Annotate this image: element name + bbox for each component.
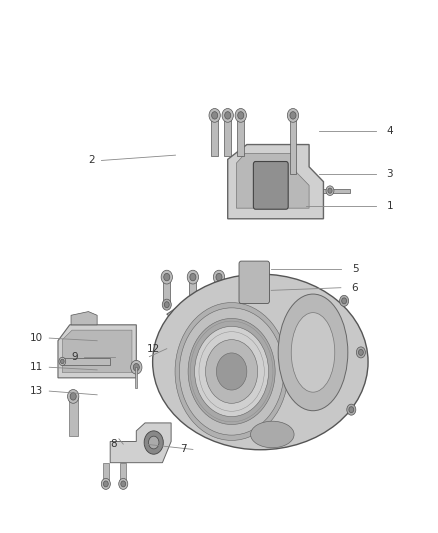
Circle shape: [162, 299, 171, 310]
Polygon shape: [135, 367, 137, 389]
FancyBboxPatch shape: [253, 161, 288, 209]
Polygon shape: [71, 312, 97, 325]
Circle shape: [213, 270, 225, 284]
Circle shape: [328, 188, 332, 193]
FancyBboxPatch shape: [239, 261, 269, 303]
Polygon shape: [189, 277, 196, 304]
Circle shape: [185, 306, 196, 319]
Circle shape: [148, 436, 159, 449]
Polygon shape: [167, 298, 262, 330]
Circle shape: [216, 353, 247, 390]
Circle shape: [103, 481, 108, 487]
Circle shape: [70, 393, 76, 400]
Circle shape: [209, 306, 220, 319]
Polygon shape: [228, 144, 323, 219]
Text: 5: 5: [352, 264, 358, 274]
Text: 12: 12: [147, 344, 160, 354]
Circle shape: [347, 404, 356, 415]
Circle shape: [180, 308, 284, 435]
Circle shape: [342, 298, 346, 304]
Text: 7: 7: [180, 445, 186, 455]
Text: 10: 10: [30, 333, 43, 343]
Polygon shape: [323, 189, 350, 193]
Polygon shape: [224, 115, 231, 156]
Circle shape: [144, 431, 163, 454]
Text: 4: 4: [387, 126, 393, 136]
Circle shape: [119, 479, 128, 489]
Circle shape: [212, 112, 218, 119]
Text: 1: 1: [387, 200, 393, 211]
Ellipse shape: [278, 294, 348, 411]
Circle shape: [187, 270, 198, 284]
Circle shape: [67, 390, 79, 403]
Ellipse shape: [152, 274, 368, 450]
Text: 13: 13: [29, 386, 43, 396]
Text: 3: 3: [387, 169, 393, 179]
Circle shape: [216, 273, 222, 281]
Polygon shape: [290, 115, 297, 174]
Circle shape: [287, 109, 299, 122]
Circle shape: [190, 273, 196, 281]
Circle shape: [225, 112, 231, 119]
Polygon shape: [242, 277, 249, 304]
Circle shape: [222, 109, 233, 122]
Text: 11: 11: [29, 362, 43, 372]
Polygon shape: [62, 330, 132, 373]
Polygon shape: [62, 358, 110, 365]
Circle shape: [326, 186, 334, 196]
Circle shape: [131, 360, 142, 374]
Circle shape: [357, 347, 365, 358]
Circle shape: [59, 357, 66, 366]
Circle shape: [358, 350, 363, 356]
Circle shape: [205, 340, 258, 403]
Circle shape: [339, 295, 349, 306]
Circle shape: [188, 318, 275, 424]
Polygon shape: [215, 277, 223, 304]
Polygon shape: [110, 423, 171, 463]
Polygon shape: [163, 277, 170, 304]
Circle shape: [194, 326, 268, 417]
Ellipse shape: [291, 313, 335, 392]
Text: 6: 6: [352, 282, 358, 293]
Circle shape: [209, 109, 220, 122]
Circle shape: [235, 109, 247, 122]
Text: 2: 2: [88, 156, 95, 165]
Polygon shape: [58, 325, 136, 378]
Text: 9: 9: [71, 352, 78, 361]
Polygon shape: [237, 115, 244, 156]
Circle shape: [121, 481, 126, 487]
Circle shape: [161, 270, 173, 284]
Circle shape: [164, 273, 170, 281]
Circle shape: [101, 479, 110, 489]
Polygon shape: [237, 154, 309, 208]
Polygon shape: [211, 115, 218, 156]
Polygon shape: [120, 463, 126, 484]
Polygon shape: [103, 463, 109, 484]
Text: 8: 8: [110, 439, 117, 449]
Circle shape: [233, 306, 244, 319]
Circle shape: [133, 364, 139, 371]
Circle shape: [60, 359, 64, 364]
Circle shape: [349, 407, 354, 413]
Circle shape: [164, 302, 169, 308]
Circle shape: [242, 273, 248, 281]
Circle shape: [290, 112, 296, 119]
Ellipse shape: [251, 421, 294, 448]
Circle shape: [240, 270, 251, 284]
Polygon shape: [69, 397, 78, 436]
Circle shape: [238, 112, 244, 119]
Circle shape: [175, 303, 288, 440]
